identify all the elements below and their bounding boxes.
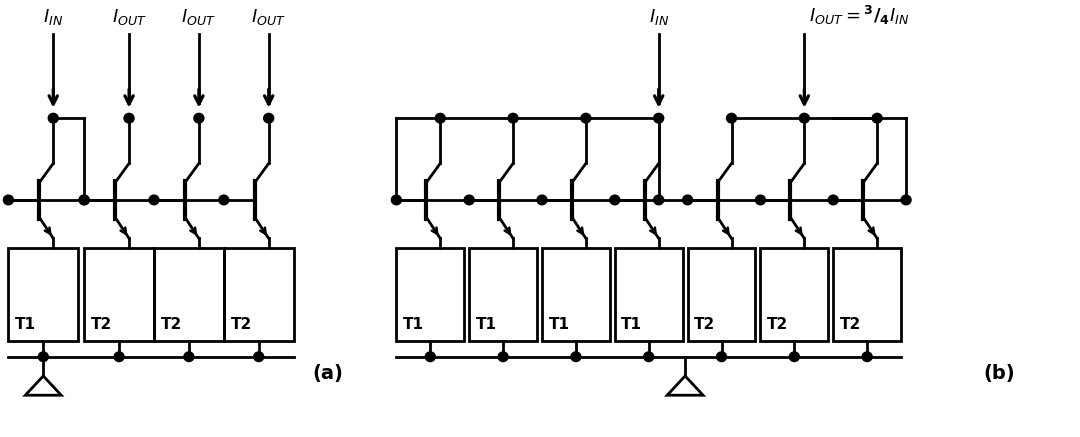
- Circle shape: [799, 113, 809, 123]
- Circle shape: [79, 195, 90, 205]
- Circle shape: [79, 195, 90, 205]
- Circle shape: [862, 352, 873, 361]
- Circle shape: [537, 195, 546, 205]
- Text: T2: T2: [767, 316, 788, 332]
- Circle shape: [610, 195, 620, 205]
- Circle shape: [716, 352, 727, 361]
- Circle shape: [755, 195, 766, 205]
- Text: (a): (a): [312, 364, 343, 382]
- Circle shape: [683, 195, 692, 205]
- Text: T2: T2: [231, 316, 252, 332]
- Circle shape: [727, 113, 737, 123]
- Circle shape: [49, 113, 58, 123]
- Text: T2: T2: [694, 316, 715, 332]
- Circle shape: [254, 352, 264, 361]
- Bar: [615, 248, 683, 341]
- Text: T2: T2: [91, 316, 112, 332]
- Text: $I_{OUT}$: $I_{OUT}$: [252, 7, 286, 27]
- Circle shape: [789, 352, 799, 361]
- Bar: [224, 248, 294, 341]
- Bar: [688, 248, 755, 341]
- Circle shape: [873, 113, 882, 123]
- Circle shape: [3, 195, 13, 205]
- Circle shape: [435, 113, 445, 123]
- Circle shape: [38, 352, 49, 361]
- Circle shape: [581, 113, 591, 123]
- Text: (b): (b): [984, 364, 1015, 382]
- Circle shape: [571, 352, 581, 361]
- Text: T2: T2: [839, 316, 861, 332]
- Text: $I_{OUT} = \mathregular{^3/_4}I_{IN}$: $I_{OUT} = \mathregular{^3/_4}I_{IN}$: [809, 3, 909, 27]
- Circle shape: [828, 195, 838, 205]
- Text: $I_{IN}$: $I_{IN}$: [43, 7, 64, 27]
- Circle shape: [219, 195, 229, 205]
- Text: T1: T1: [15, 316, 37, 332]
- Bar: [396, 248, 464, 341]
- Circle shape: [498, 352, 508, 361]
- Text: T2: T2: [161, 316, 183, 332]
- Circle shape: [391, 195, 402, 205]
- Text: T1: T1: [403, 316, 423, 332]
- Circle shape: [653, 113, 664, 123]
- Circle shape: [464, 195, 474, 205]
- Circle shape: [901, 195, 912, 205]
- Circle shape: [124, 113, 134, 123]
- Text: $I_{OUT}$: $I_{OUT}$: [111, 7, 147, 27]
- Bar: [154, 248, 224, 341]
- Circle shape: [508, 113, 518, 123]
- Circle shape: [184, 352, 194, 361]
- Bar: [760, 248, 828, 341]
- Circle shape: [194, 113, 204, 123]
- Circle shape: [114, 352, 124, 361]
- Circle shape: [653, 195, 664, 205]
- Text: T1: T1: [549, 316, 569, 332]
- Circle shape: [644, 352, 653, 361]
- Circle shape: [149, 195, 159, 205]
- Bar: [9, 248, 78, 341]
- Bar: [469, 248, 537, 341]
- Text: T1: T1: [621, 316, 643, 332]
- Circle shape: [426, 352, 435, 361]
- Text: $I_{OUT}$: $I_{OUT}$: [181, 7, 216, 27]
- Bar: [834, 248, 901, 341]
- Circle shape: [264, 113, 273, 123]
- Text: T1: T1: [475, 316, 497, 332]
- Bar: [84, 248, 154, 341]
- Text: $I_{IN}$: $I_{IN}$: [649, 7, 669, 27]
- Bar: [542, 248, 610, 341]
